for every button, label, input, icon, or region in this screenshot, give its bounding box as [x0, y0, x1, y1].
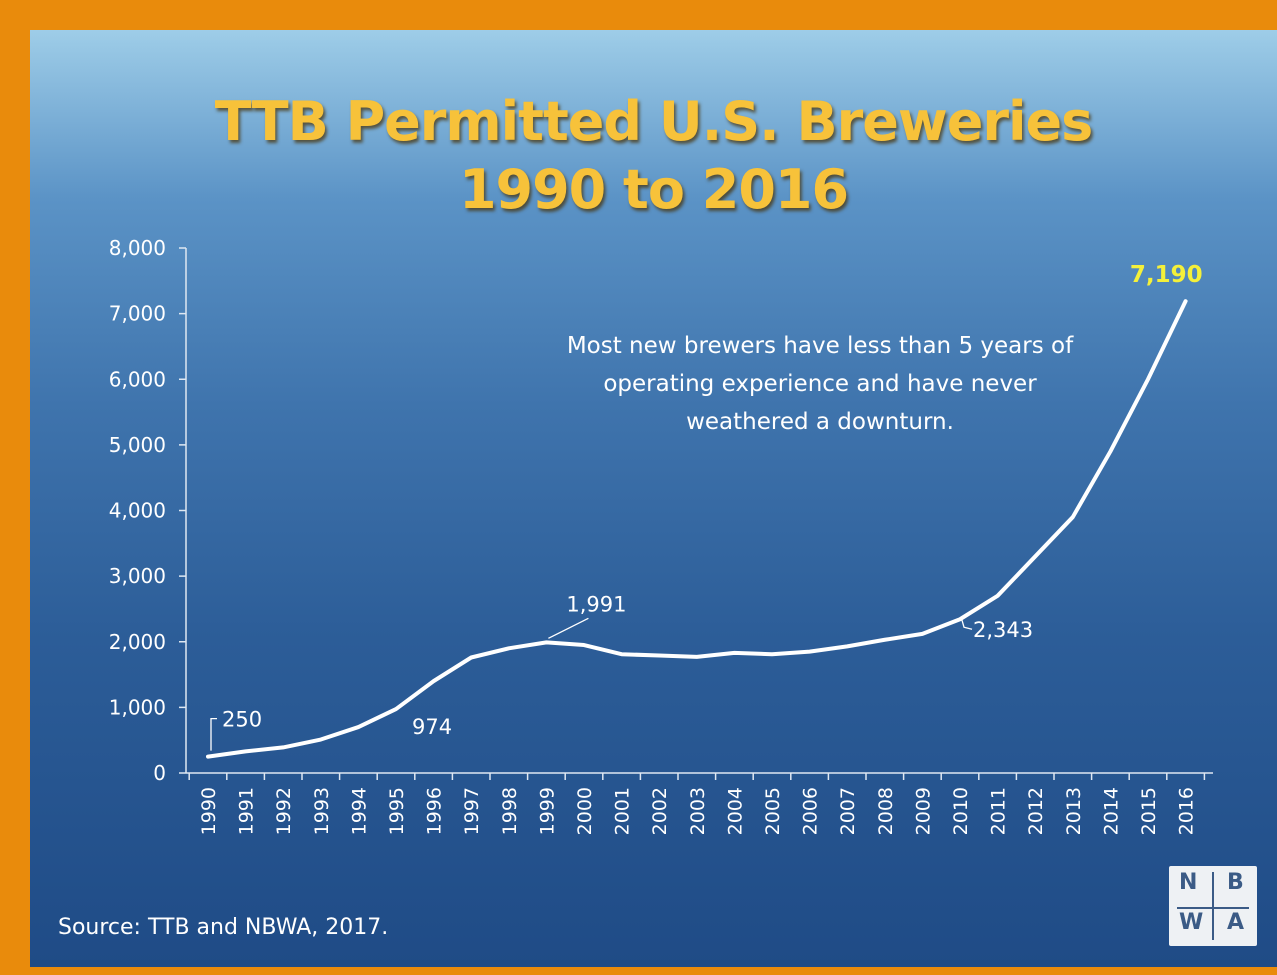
leader-line — [548, 617, 589, 639]
x-tick-label: 2015 — [1138, 787, 1160, 835]
y-tick-label: 5,000 — [109, 433, 166, 457]
x-tick-label: 2005 — [762, 787, 784, 835]
line-chart: 0 1,000 2,000 3,000 4,000 5,000 6,000 7,000 8,00… — [109, 236, 1213, 835]
data-label: 250 — [222, 708, 262, 732]
x-tick-label: 2007 — [837, 787, 859, 835]
x-tick-label: 1991 — [236, 787, 258, 835]
leader-line — [210, 717, 217, 751]
x-tick-label: 2002 — [649, 787, 671, 835]
x-tick-label: 2001 — [612, 787, 634, 835]
y-tick-label: 4,000 — [109, 499, 166, 523]
x-tick-label: 2003 — [687, 787, 709, 835]
x-tick-label: 2014 — [1100, 787, 1122, 835]
x-tick-label: 1992 — [273, 787, 295, 835]
y-tick-label: 3,000 — [109, 564, 166, 588]
slide: TTB Permitted U.S. Breweries 1990 to 201… — [30, 30, 1277, 967]
data-label: 1,991 — [566, 592, 626, 616]
x-tick-label: 1995 — [386, 787, 408, 835]
y-tick-label: 1,000 — [109, 695, 166, 719]
x-tick-label: 2004 — [724, 787, 746, 835]
chart-title-line2: 1990 to 2016 — [458, 158, 849, 221]
x-tick-label: 1994 — [348, 787, 370, 835]
x-tick-label: 2016 — [1176, 787, 1198, 835]
x-tick-label: 1997 — [461, 787, 483, 835]
x-tick-label: 1993 — [311, 787, 333, 835]
leader-line — [961, 620, 973, 630]
data-label: 2,343 — [973, 618, 1033, 642]
x-tick-label: 1998 — [499, 787, 521, 835]
source-note: Source: TTB and NBWA, 2017. — [58, 915, 389, 940]
data-label: 974 — [412, 715, 452, 739]
x-tick-label: 2008 — [875, 787, 897, 835]
x-tick-label: 2006 — [800, 787, 822, 835]
chart-annotation: Most new brewers have less than 5 years … — [566, 333, 1074, 435]
y-tick-label: 7,000 — [109, 302, 166, 326]
x-tick-label: 2013 — [1063, 787, 1085, 835]
x-tick-label: 2012 — [1025, 787, 1047, 835]
chart-title-line1: TTB Permitted U.S. Breweries — [214, 90, 1094, 153]
y-tick-label: 6,000 — [109, 367, 166, 391]
x-tick-label: 2009 — [912, 787, 934, 835]
x-tick-label: 2000 — [574, 787, 596, 835]
y-tick-label: 0 — [153, 761, 166, 785]
x-tick-label: 1999 — [536, 787, 558, 835]
x-tick-label: 2010 — [950, 787, 972, 835]
series-line — [206, 299, 1188, 759]
nbwa-logo: N B W A — [1169, 866, 1257, 946]
y-tick-label: 2,000 — [109, 630, 166, 654]
x-tick-label: 2011 — [988, 787, 1010, 835]
x-tick-label: 1996 — [424, 787, 446, 835]
data-label-highlight: 7,190 — [1130, 262, 1203, 288]
x-tick-label: 1990 — [198, 787, 220, 835]
y-tick-label: 8,000 — [109, 236, 166, 260]
